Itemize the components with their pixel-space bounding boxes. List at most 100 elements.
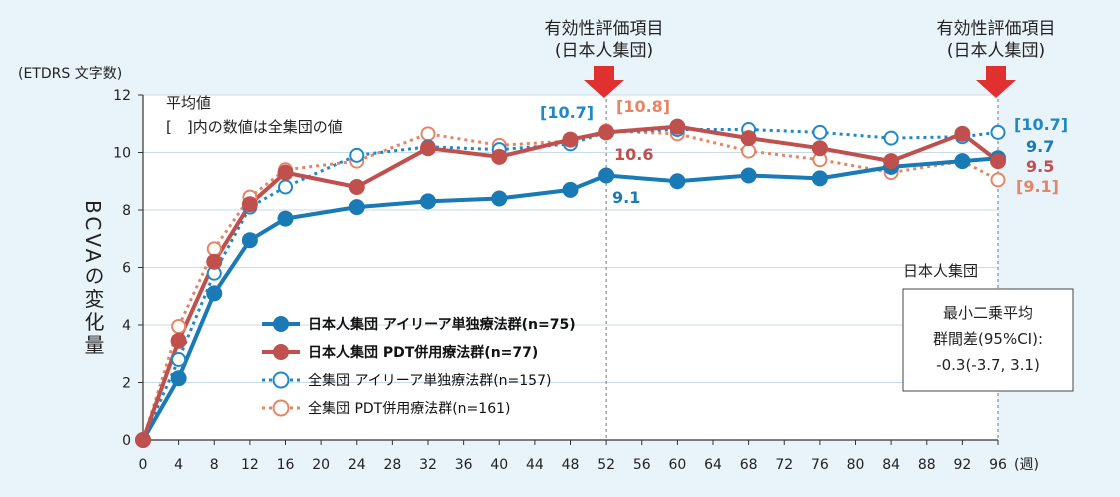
- series-line: [141, 124, 1000, 441]
- x-tick-label: 28: [383, 457, 401, 473]
- data-point: [811, 140, 828, 157]
- data-point: [206, 253, 223, 270]
- data-point: [170, 332, 187, 349]
- data-point: [135, 432, 151, 448]
- x-tick-label: 88: [918, 457, 936, 473]
- data-point: [349, 147, 365, 163]
- x-tick-label: 84: [882, 457, 900, 473]
- y-tick-label: 6: [122, 261, 131, 277]
- value-label: [9.1]: [1016, 177, 1059, 196]
- stats-line: 群間差(95%CI):: [933, 330, 1043, 348]
- data-point: [990, 124, 1006, 140]
- y-tick-label: 0: [122, 433, 131, 449]
- data-point: [740, 130, 757, 147]
- value-label: [10.7]: [540, 103, 594, 122]
- data-point: [812, 124, 828, 140]
- x-tick-label: 16: [277, 457, 295, 473]
- x-tick-label: 72: [775, 457, 793, 473]
- data-point: [206, 241, 222, 257]
- data-point: [598, 167, 615, 184]
- data-point: [669, 118, 686, 135]
- data-point: [491, 148, 508, 165]
- x-tick-label: 12: [241, 457, 259, 473]
- data-point: [170, 370, 187, 387]
- data-point: [990, 172, 1006, 188]
- legend-label: 全集団 アイリーア単独療法群(n=157): [308, 372, 551, 389]
- value-label: 9.5: [1026, 157, 1054, 176]
- endpoint-52: 有効性評価項目 (日本人集団): [545, 19, 664, 98]
- data-point: [348, 179, 365, 195]
- legend-item: 日本人集団 PDT併用療法群(n=77): [262, 344, 538, 361]
- data-point: [598, 124, 615, 141]
- stats-box: [902, 288, 1074, 392]
- series-line: [141, 156, 999, 441]
- y-tick-label: 12: [113, 88, 131, 104]
- data-point: [990, 153, 1006, 170]
- endpoint-52-line2: (日本人集団): [555, 41, 653, 61]
- endpoint-96: 有効性評価項目 (日本人集団): [937, 19, 1056, 98]
- note-sub: [ ]内の数値は全集団の値: [166, 118, 343, 136]
- data-point: [171, 318, 187, 334]
- value-label: [10.8]: [616, 97, 670, 116]
- x-tick-label: 36: [455, 457, 473, 473]
- y-tick-label: 8: [122, 203, 131, 219]
- data-point: [277, 164, 294, 181]
- data-point: [562, 181, 579, 198]
- value-label: 9.7: [1026, 137, 1054, 156]
- legend: 日本人集団 アイリーア単独療法群(n=75) 日本人集団 PDT併用療法群(n=…: [262, 316, 576, 417]
- x-unit-label: (週): [1014, 457, 1039, 473]
- x-tick-label: 92: [953, 457, 971, 473]
- x-tick-label: 24: [348, 457, 366, 473]
- value-label: [10.7]: [1014, 115, 1068, 134]
- data-point: [811, 170, 828, 187]
- endpoint-52-arrow-icon: [584, 66, 624, 98]
- legend-label: 日本人集団 PDT併用療法群(n=77): [308, 344, 538, 361]
- data-point: [241, 196, 258, 213]
- legend-item: 日本人集団 アイリーア単独療法群(n=75): [262, 316, 576, 333]
- data-point: [883, 153, 900, 170]
- legend-label: 日本人集団 アイリーア単独療法群(n=75): [308, 316, 576, 333]
- data-point: [420, 193, 436, 210]
- x-tick-label: 52: [597, 457, 615, 473]
- data-point: [277, 210, 294, 227]
- data-point: [669, 173, 686, 190]
- x-tick-label: 80: [847, 457, 865, 473]
- data-point: [740, 167, 757, 184]
- y-axis-label: BCVAの変化量: [81, 200, 105, 357]
- x-tick-label: 20: [312, 457, 330, 473]
- data-point: [420, 126, 436, 142]
- x-tick-label: 96: [989, 457, 1007, 473]
- note-title: 平均値: [166, 94, 211, 112]
- x-tick-label: 68: [740, 457, 758, 473]
- endpoint-96-line2: (日本人集団): [947, 41, 1045, 61]
- series-layer: [135, 118, 1006, 448]
- x-tick-label: 8: [210, 457, 219, 473]
- y-tick-label: 10: [113, 146, 131, 162]
- x-tick-label: 44: [526, 457, 544, 473]
- data-point: [741, 143, 757, 159]
- endpoint-96-arrow-icon: [976, 66, 1016, 98]
- x-tick-label: 40: [490, 457, 508, 473]
- x-tick-label: 32: [419, 457, 437, 473]
- data-point: [206, 285, 223, 302]
- data-point: [883, 130, 899, 146]
- x-tick-label: 76: [811, 457, 829, 473]
- data-point: [491, 190, 508, 207]
- y-unit-label: (ETDRS 文字数): [18, 66, 122, 82]
- data-point: [241, 232, 258, 249]
- endpoint-96-line1: 有効性評価項目: [937, 19, 1056, 39]
- x-tick-label: 56: [633, 457, 651, 473]
- data-point: [954, 125, 971, 142]
- series-line: [141, 129, 999, 441]
- legend-label: 全集団 PDT併用療法群(n=161): [308, 400, 510, 417]
- x-tick-label: 4: [174, 457, 183, 473]
- data-point: [171, 352, 187, 367]
- legend-item: 全集団 PDT併用療法群(n=161): [262, 399, 510, 417]
- x-tick-label: 48: [562, 457, 580, 473]
- value-label: 9.1: [612, 188, 640, 207]
- x-tick-label: 64: [704, 457, 722, 473]
- data-point: [278, 179, 293, 195]
- endpoint-52-line1: 有効性評価項目: [545, 19, 664, 39]
- data-point: [420, 140, 436, 157]
